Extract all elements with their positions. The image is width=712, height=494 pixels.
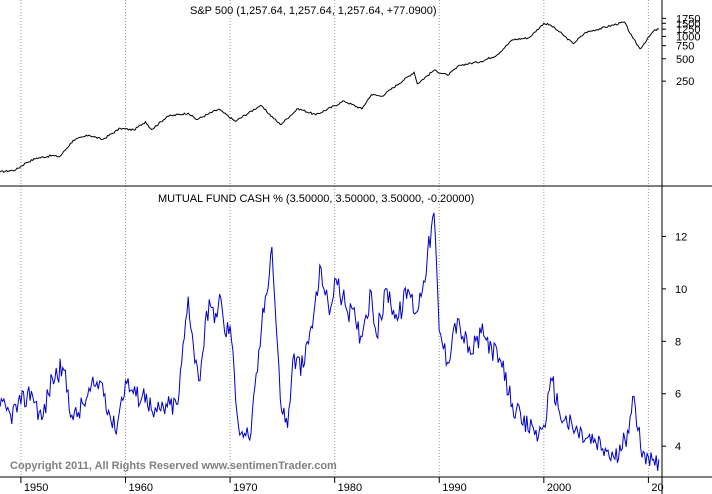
fund-cash-y-axis: 12 10 8 6 4 — [662, 231, 687, 453]
x-tick-label: 1950 — [24, 482, 48, 494]
x-axis: 1950 1960 1970 1980 1990 2000 20 — [20, 477, 664, 494]
year-gridlines — [20, 0, 649, 477]
sp500-series-line — [0, 21, 659, 173]
fund-cash-y-tick-label: 8 — [675, 336, 681, 348]
x-tick-label: 2000 — [547, 482, 571, 494]
copyright-text: Copyright 2011, All Rights Reserved www.… — [10, 460, 337, 472]
sp500-y-tick-label: 500 — [676, 54, 694, 66]
x-tick-label: 1970 — [233, 482, 257, 494]
sp500-y-tick-label: 1250 — [676, 24, 700, 36]
sp500-y-tick-label: 1000 — [676, 31, 700, 43]
x-tick-label: 1960 — [128, 482, 152, 494]
sp500-y-tick-label: 250 — [676, 76, 694, 88]
fund-cash-y-tick-label: 12 — [675, 231, 687, 243]
sp500-y-tick-label: 1750 — [676, 13, 700, 25]
sp500-y-tick-label: 750 — [676, 41, 694, 53]
sp500-y-tick-label: 1500 — [676, 18, 700, 30]
x-tick-label: 1980 — [338, 482, 362, 494]
sp500-title: S&P 500 (1,257.64, 1,257.64, 1,257.64, +… — [190, 5, 437, 17]
fund-cash-title: MUTUAL FUND CASH % (3.50000, 3.50000, 3.… — [158, 193, 474, 205]
fund-cash-y-tick-label: 10 — [675, 284, 687, 296]
x-tick-label: 20 — [651, 482, 663, 494]
x-tick-label: 1990 — [442, 482, 466, 494]
fund-cash-y-tick-label: 4 — [675, 441, 681, 453]
fund-cash-y-tick-label: 6 — [675, 389, 681, 401]
fund-cash-series-line — [0, 212, 660, 471]
